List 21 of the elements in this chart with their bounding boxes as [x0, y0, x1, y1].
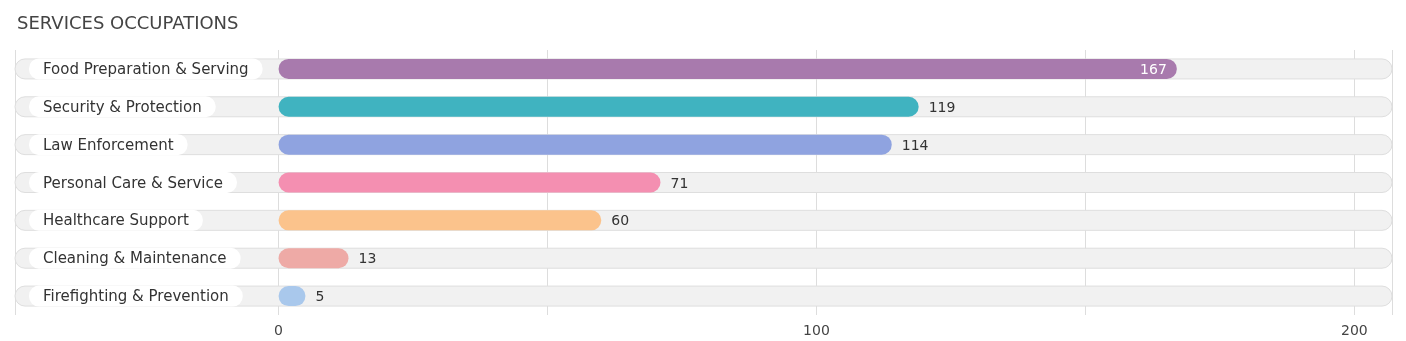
x-tick-label: 200 [1340, 322, 1368, 338]
data-label: 71 [670, 174, 689, 191]
y-tick-label: Law Enforcement [43, 135, 174, 154]
bar [278, 248, 349, 269]
data-label: 5 [315, 288, 325, 305]
data-label: 167 [1140, 60, 1167, 77]
bar [278, 172, 661, 193]
data-label: 119 [928, 98, 956, 115]
x-tick-label: 0 [274, 322, 284, 338]
data-label: 13 [358, 250, 377, 267]
bar [278, 210, 602, 231]
data-label: 60 [611, 212, 630, 229]
y-tick-label: Personal Care & Service [43, 173, 223, 192]
y-tick-label: Cleaning & Maintenance [43, 249, 227, 268]
y-tick-label: Firefighting & Prevention [43, 287, 229, 306]
y-tick-label: Security & Protection [43, 97, 202, 116]
y-tick-label: Healthcare Support [43, 211, 189, 230]
x-tick-label: 100 [803, 322, 830, 338]
data-label: 114 [901, 136, 929, 153]
chart-title: SERVICES OCCUPATIONS [17, 11, 239, 33]
y-tick-label: Food Preparation & Serving [43, 59, 249, 78]
